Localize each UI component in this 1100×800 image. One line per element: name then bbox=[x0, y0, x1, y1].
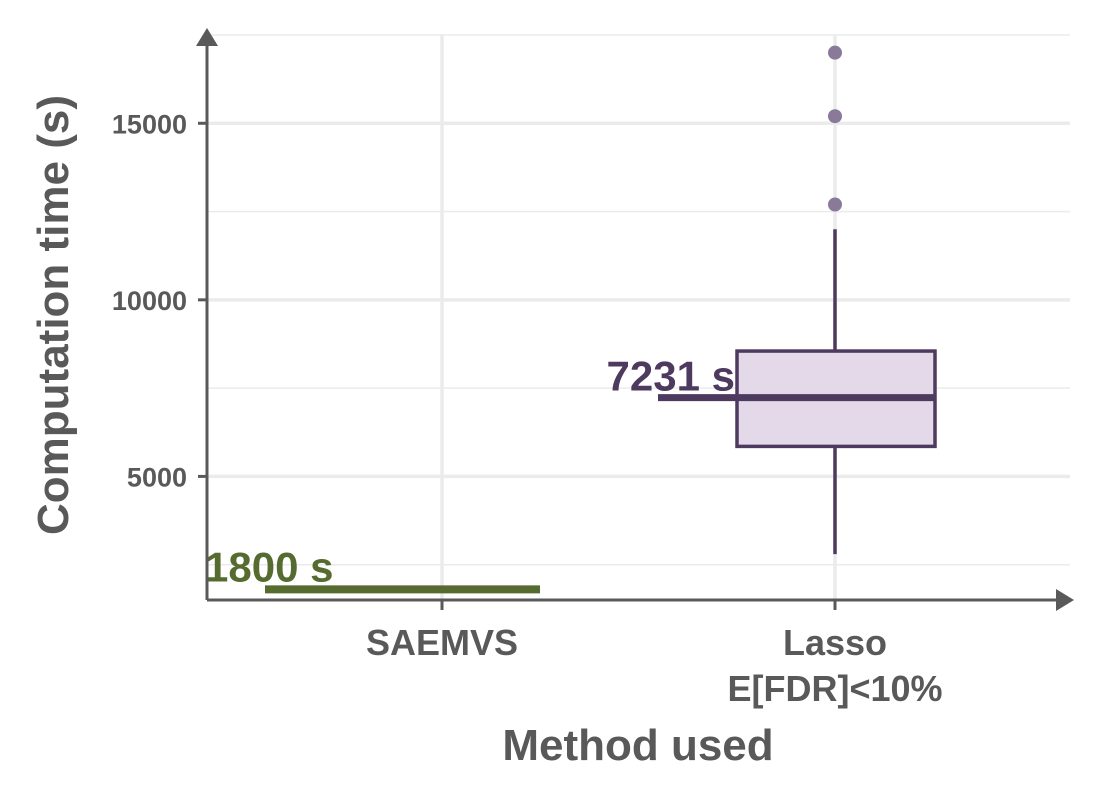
chart-marks: 1800 s 7231 s bbox=[205, 45, 937, 594]
x-tick-label: E[FDR]<10% bbox=[727, 668, 942, 709]
constant-value-label: 1800 s bbox=[205, 543, 333, 590]
median-value-label: 7231 s bbox=[607, 353, 735, 400]
x-tick-label: SAEMVS bbox=[366, 622, 518, 663]
axes bbox=[196, 28, 1074, 611]
y-tick-label: 10000 bbox=[112, 286, 187, 316]
x-tick-label: Lasso bbox=[783, 622, 887, 663]
grid bbox=[207, 34, 1070, 600]
outlier-point bbox=[828, 109, 842, 124]
x-axis-title: Method used bbox=[502, 721, 773, 770]
x-axis-arrow bbox=[1056, 589, 1074, 611]
y-axis-title: Computation time (s) bbox=[29, 95, 78, 535]
y-axis-arrow bbox=[196, 28, 218, 46]
y-tick-label: 15000 bbox=[112, 109, 187, 139]
y-tick-label: 5000 bbox=[127, 462, 187, 492]
outlier-point bbox=[828, 197, 842, 212]
tick-labels: 5000 10000 15000 SAEMVS Lasso E[FDR]<10% bbox=[112, 109, 943, 709]
outlier-point bbox=[828, 45, 842, 60]
